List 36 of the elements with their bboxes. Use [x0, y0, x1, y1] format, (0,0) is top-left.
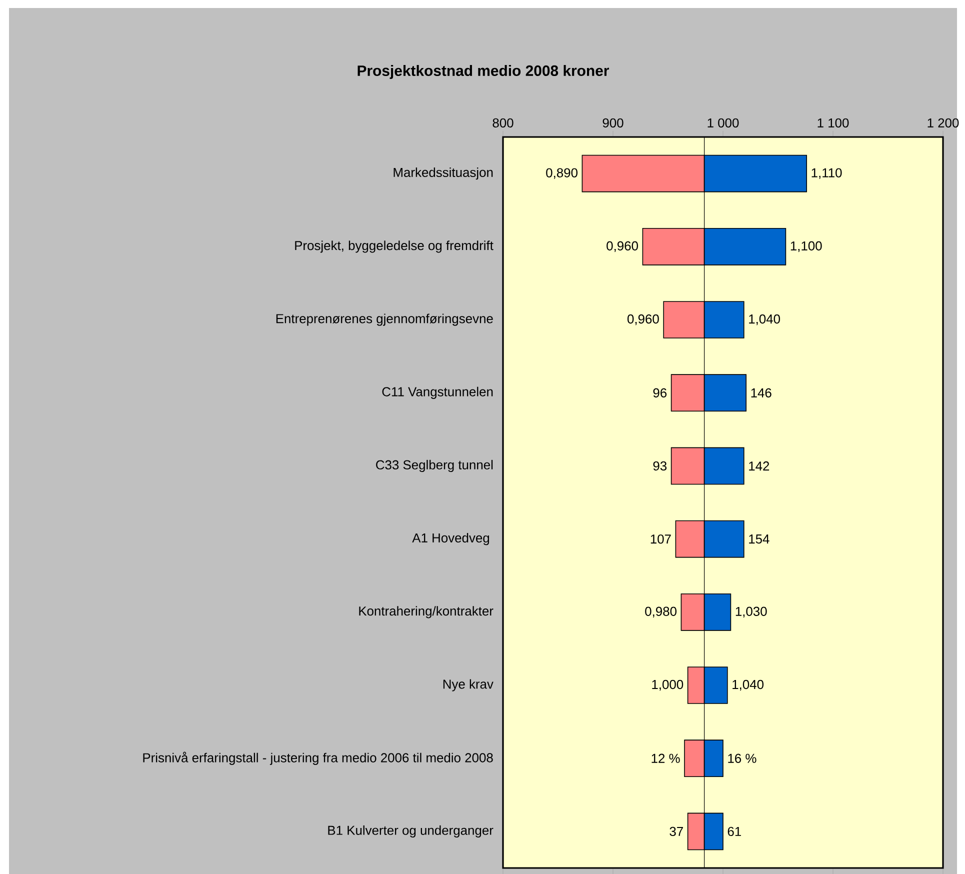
annotation: 142	[749, 461, 770, 470]
annotation: 61	[728, 826, 741, 836]
annotation: 37	[670, 826, 683, 836]
y-tick-label: Kontrahering/kontrakter	[359, 606, 494, 618]
annotation: 93	[653, 461, 667, 470]
annotation: 0,960	[627, 314, 659, 326]
annotation: 154	[749, 534, 770, 544]
annotation: 1,030	[736, 606, 767, 618]
annotation: 1,040	[732, 680, 764, 691]
y-tick-label: Markedssituasjon	[394, 167, 493, 180]
y-tick-label: Prisnivå erfaringstall - justering fra medio 2006 til medio 2008	[143, 752, 493, 765]
annotation: 146	[751, 388, 772, 398]
annotation: 1,110	[812, 168, 842, 179]
y-tick-label: Prosjekt, byggeledelse og fremdrift	[295, 240, 494, 253]
annotation: 12 %	[652, 754, 680, 763]
x-tick-label: 1 200	[928, 118, 959, 128]
chart-title: Prosjektkostnad medio 2008 kroner	[358, 64, 610, 79]
annotation: 0,960	[606, 241, 638, 252]
annotation: 0,890	[546, 168, 578, 179]
x-tick-label: 1 000	[708, 118, 739, 128]
y-tick-label: A1 Hovedveg	[412, 532, 490, 546]
x-tick-label: 900	[602, 118, 624, 128]
x-tick-label: 800	[492, 118, 514, 128]
annotation: 96	[653, 388, 667, 398]
annotation: 1,000	[652, 680, 684, 691]
annotation: 107	[650, 534, 671, 544]
y-tick-label: C33 Seglberg tunnel	[376, 460, 493, 472]
y-tick-label: C11 Vangstunnelen	[382, 386, 493, 399]
x-tick-label: 1 100	[818, 118, 849, 128]
annotation: 16 %	[728, 754, 756, 763]
y-tick-label: Nye krav	[443, 679, 494, 692]
annotation: 1,100	[790, 241, 822, 252]
y-tick-label: Entreprenørenes gjennomføringsevne	[276, 314, 493, 326]
annotation: 1,040	[749, 314, 780, 326]
y-tick-label: B1 Kulverter og underganger	[328, 825, 494, 838]
annotation: 0,980	[645, 606, 676, 618]
